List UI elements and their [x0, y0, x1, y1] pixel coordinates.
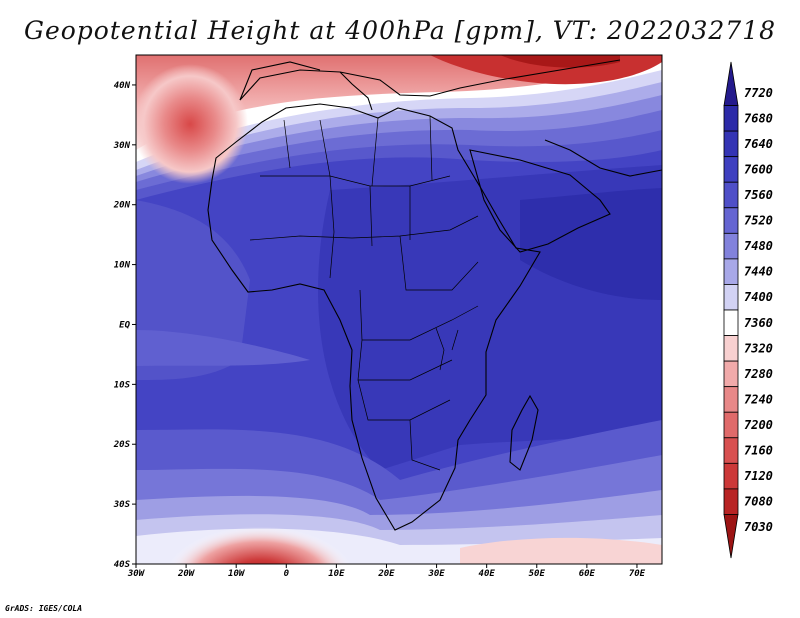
- border-lines: [249, 115, 479, 471]
- colorbar-swatch: [723, 360, 739, 388]
- arabia-coastline: [469, 149, 611, 253]
- lat-tick-label: 20N: [113, 201, 131, 211]
- colorbar-swatch: [723, 514, 739, 559]
- colorbar-label: 7680: [744, 111, 773, 125]
- colorbar-label: 7120: [744, 469, 773, 483]
- colorbar-label: 7360: [744, 316, 773, 330]
- africa-coastline: [207, 103, 541, 531]
- colorbar-swatch: [723, 309, 739, 336]
- lat-tick-label: EQ: [119, 320, 130, 330]
- map-plot-area: [136, 55, 662, 564]
- colorbar-swatch: [723, 462, 739, 490]
- lat-tick-label: 30N: [113, 141, 131, 151]
- colorbar-label: 7400: [744, 290, 773, 304]
- map-title: Geopotential Height at 400hPa [gpm], VT:…: [23, 16, 777, 45]
- longitude-axis: 30W 20W 10W 0 10E 20E 30E 40E 50E 60E 70E: [127, 564, 646, 579]
- colorbar-swatch: [723, 207, 739, 234]
- lon-tick-label: 20W: [177, 569, 196, 579]
- colorbar-swatch: [723, 181, 739, 209]
- colorbar-swatch: [723, 411, 739, 439]
- colorbar-swatch: [723, 284, 739, 311]
- country-borders: [249, 115, 479, 471]
- colorbar-swatch: [723, 232, 739, 260]
- colorbar-label: 7030: [744, 520, 773, 534]
- colorbar-label: 7280: [744, 367, 773, 381]
- colorbar-swatch: [723, 105, 739, 132]
- lat-tick-label: 10S: [114, 380, 131, 390]
- colorbar-label: 7640: [744, 137, 773, 151]
- lat-tick-label: 30S: [113, 500, 131, 510]
- lon-tick-label: 20E: [377, 569, 395, 579]
- colorbar-label: 7080: [744, 495, 773, 509]
- lon-tick-label: 50E: [529, 569, 546, 579]
- colorbar-label: 7600: [744, 162, 773, 176]
- coastlines: [207, 59, 662, 531]
- field-azores-low: [136, 64, 248, 184]
- europe-coastline: [239, 59, 621, 101]
- colorbar-swatch: [723, 386, 739, 413]
- lat-tick-label: 40N: [114, 81, 131, 91]
- colorbar-label: 7440: [744, 265, 773, 279]
- colorbar-swatch: [723, 437, 739, 464]
- border-lakes: [435, 327, 459, 371]
- colorbar-swatch: [723, 130, 739, 158]
- colorbar: 7720 7680 7640 7600 7560 7520 7480 7440 7400 7360…: [723, 61, 773, 559]
- lon-tick-label: 10W: [228, 569, 246, 579]
- colorbar-swatch: [723, 335, 739, 362]
- iberia-coastline: [239, 61, 321, 101]
- lon-tick-label: 30E: [427, 569, 445, 579]
- lat-tick-label: 10N: [114, 261, 131, 271]
- italy-coastline: [339, 71, 373, 111]
- lat-tick-label: 20S: [113, 440, 131, 450]
- lon-tick-label: 70E: [629, 569, 646, 579]
- madagascar-coastline: [509, 394, 539, 471]
- field-core-band-deep: [520, 188, 662, 300]
- colorbar-label: 7520: [744, 214, 773, 228]
- colorbar-label: 7320: [744, 341, 773, 355]
- credit-text: GrADS: IGES/COLA: [5, 604, 83, 613]
- colorbar-swatch: [723, 156, 739, 183]
- lon-tick-label: 40E: [479, 569, 496, 579]
- colorbar-label: 7480: [744, 239, 773, 253]
- colorbar-swatch: [723, 258, 739, 285]
- lon-tick-label: 30W: [127, 569, 146, 579]
- lon-tick-label: 60E: [579, 569, 596, 579]
- field-south-pink: [460, 537, 662, 564]
- colorbar-swatch: [723, 61, 739, 106]
- persian-gulf-coastline: [544, 139, 662, 177]
- field-south-high: [165, 516, 355, 564]
- lat-tick-label: 40S: [114, 560, 131, 570]
- colorbar-label: 7720: [744, 86, 773, 100]
- colorbar-label: 7240: [744, 392, 773, 406]
- colorbar-label: 7200: [744, 418, 773, 432]
- latitude-axis: 40N 30N 20N 10N EQ 10S 20S 30S 40S: [113, 81, 136, 570]
- colorbar-label: 7160: [744, 444, 773, 458]
- colorbar-swatch: [723, 488, 739, 515]
- lon-tick-label: 10E: [328, 569, 345, 579]
- lon-tick-label: 0: [284, 569, 290, 579]
- colorbar-label: 7560: [744, 188, 773, 202]
- plot-frame: [135, 54, 663, 565]
- field-west-tongue: [136, 330, 310, 366]
